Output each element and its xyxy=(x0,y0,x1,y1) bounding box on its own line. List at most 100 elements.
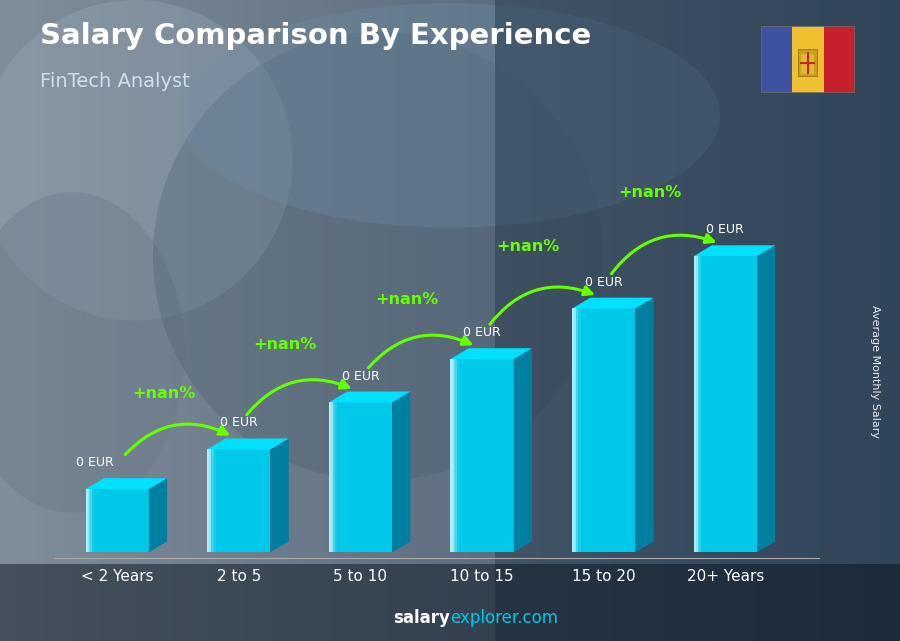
Bar xyxy=(9,0,18,641)
Bar xyxy=(390,403,392,553)
Bar xyxy=(580,308,582,553)
Bar xyxy=(101,489,103,553)
Bar xyxy=(120,489,122,553)
Bar xyxy=(492,359,495,553)
Polygon shape xyxy=(207,438,289,449)
Bar xyxy=(331,403,333,553)
Bar xyxy=(696,256,698,553)
Bar xyxy=(482,359,484,553)
Bar xyxy=(216,449,218,553)
Bar xyxy=(810,0,819,641)
Bar xyxy=(328,403,331,553)
Bar xyxy=(333,403,335,553)
Bar xyxy=(711,256,713,553)
Bar xyxy=(473,359,476,553)
Bar xyxy=(388,403,390,553)
Bar xyxy=(306,0,315,641)
Bar xyxy=(380,403,382,553)
Polygon shape xyxy=(86,478,167,489)
Bar xyxy=(364,403,367,553)
Bar xyxy=(288,0,297,641)
Bar xyxy=(207,0,216,641)
Bar xyxy=(111,489,113,553)
Bar xyxy=(109,489,111,553)
Bar xyxy=(81,0,90,641)
Bar xyxy=(715,256,717,553)
Bar xyxy=(873,0,882,641)
Bar xyxy=(171,0,180,641)
Bar xyxy=(696,256,698,553)
Bar xyxy=(855,0,864,641)
Bar xyxy=(453,359,454,553)
Bar xyxy=(108,0,117,641)
Bar xyxy=(657,0,666,641)
Bar xyxy=(117,0,126,641)
Bar xyxy=(147,489,149,553)
Bar xyxy=(495,0,504,641)
Bar xyxy=(792,0,801,641)
Bar xyxy=(612,0,621,641)
Bar xyxy=(36,0,45,641)
Bar xyxy=(369,0,378,641)
Bar xyxy=(598,308,599,553)
Bar xyxy=(99,0,108,641)
Bar xyxy=(94,489,96,553)
Bar xyxy=(738,256,740,553)
Bar xyxy=(495,0,900,641)
Bar xyxy=(593,308,595,553)
Bar xyxy=(261,0,270,641)
Bar xyxy=(501,359,503,553)
Polygon shape xyxy=(514,348,532,553)
Bar xyxy=(511,359,514,553)
Bar xyxy=(454,359,457,553)
Bar xyxy=(297,0,306,641)
Bar xyxy=(846,0,855,641)
Bar xyxy=(864,0,873,641)
Bar xyxy=(216,449,218,553)
Polygon shape xyxy=(694,246,775,256)
Bar xyxy=(86,489,89,553)
Bar xyxy=(582,308,585,553)
Bar xyxy=(608,308,610,553)
Bar xyxy=(837,0,846,641)
Bar xyxy=(713,256,715,553)
Bar xyxy=(450,0,459,641)
Bar xyxy=(333,0,342,641)
Bar xyxy=(335,403,338,553)
Bar xyxy=(579,308,580,553)
Bar xyxy=(375,403,377,553)
Bar xyxy=(604,308,606,553)
Bar xyxy=(238,449,241,553)
Bar xyxy=(612,308,615,553)
Bar xyxy=(719,256,721,553)
Bar xyxy=(684,0,693,641)
Text: +nan%: +nan% xyxy=(375,292,438,306)
Bar xyxy=(87,489,90,553)
Bar xyxy=(396,0,405,641)
Bar xyxy=(45,0,54,641)
Bar xyxy=(595,308,598,553)
Bar xyxy=(265,449,266,553)
Bar xyxy=(499,359,501,553)
Bar xyxy=(367,403,369,553)
Bar xyxy=(113,489,115,553)
Bar xyxy=(451,359,454,553)
Bar xyxy=(243,449,245,553)
Bar xyxy=(344,403,346,553)
Text: 0 EUR: 0 EUR xyxy=(220,417,257,429)
Bar xyxy=(328,403,331,553)
Bar xyxy=(576,0,585,641)
Bar xyxy=(508,359,509,553)
Bar xyxy=(386,403,388,553)
Bar xyxy=(218,449,220,553)
Bar xyxy=(702,256,705,553)
Bar xyxy=(702,256,705,553)
Bar xyxy=(480,359,482,553)
Bar xyxy=(90,489,92,553)
Bar xyxy=(355,403,356,553)
Bar xyxy=(721,256,724,553)
Bar xyxy=(251,449,254,553)
Bar xyxy=(740,256,742,553)
Bar xyxy=(618,308,621,553)
Bar xyxy=(698,256,700,553)
